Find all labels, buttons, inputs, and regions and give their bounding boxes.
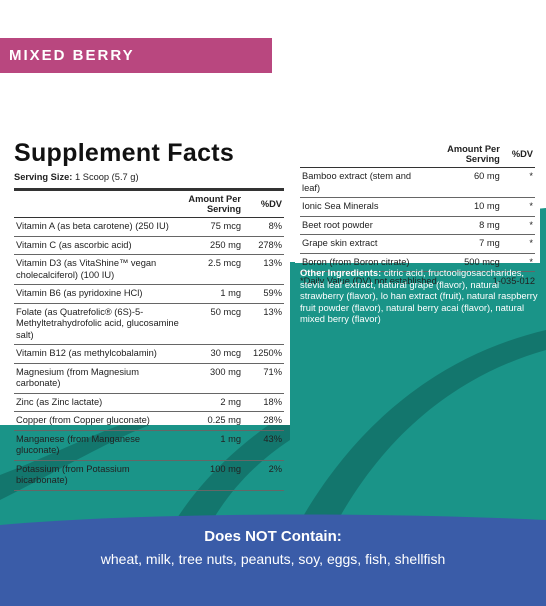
row: Bamboo extract (stem and leaf) 60 mg *: [300, 167, 535, 198]
dv: *: [509, 167, 535, 198]
header: [300, 141, 430, 168]
serving: Serving Size: 1 Scoop (5.7 g): [14, 172, 284, 182]
dv: 1250%: [251, 344, 284, 364]
name: Bamboo extract (stem and leaf): [300, 167, 430, 198]
header: Amount Per Serving: [429, 141, 510, 168]
name: Folate (as Quatrefolic® (6S)-5-Methyltet…: [14, 303, 182, 345]
amount: 2.5 mcg: [181, 254, 252, 285]
row: Zinc (as Zinc lactate) 2 mg 18%: [14, 393, 284, 412]
supplement-facts-2: Amount Per Serving %DV Bamboo extract (st…: [295, 139, 540, 286]
dv: *: [509, 197, 535, 217]
amount: 1 mg: [181, 284, 252, 304]
row: Vitamin C (as ascorbic acid) 250 mg 278%: [14, 236, 284, 255]
name: Vitamin A (as beta carotene) (250 IU): [14, 217, 182, 237]
name: Potassium (from Potassium bicarbonate): [14, 460, 182, 491]
dv: 13%: [251, 303, 284, 345]
row: Manganese (from Manganese gluconate) 1 mg…: [14, 430, 284, 461]
serving-label: Serving Size:: [14, 172, 73, 182]
row: Vitamin B12 (as methylcobalamin) 30 mcg 12…: [14, 344, 284, 364]
amount: 2 mg: [181, 393, 252, 412]
row: Potassium (from Potassium bicarbonate) 10…: [14, 460, 284, 491]
footnote-row: *Daily Value (DV) not established. 1-035-…: [300, 276, 535, 286]
name: Manganese (from Manganese gluconate): [14, 430, 182, 461]
name: Zinc (as Zinc lactate): [14, 393, 182, 412]
row: Vitamin B6 (as pyridoxine HCl) 1 mg 59%: [14, 284, 284, 304]
dv: 2%: [251, 460, 284, 491]
amount: 10 mg: [429, 197, 510, 217]
dv: 71%: [251, 363, 284, 394]
title: Supplement Facts: [14, 139, 235, 167]
name: Grape skin extract: [300, 234, 430, 254]
not-contain-list: wheat, milk, tree nuts, peanuts, soy, eg…: [100, 551, 446, 567]
dv: *: [509, 253, 535, 272]
code: 1-035-012: [492, 276, 535, 286]
amount: 500 mcg: [429, 253, 510, 272]
header: %DV: [509, 141, 535, 168]
amount: 50 mcg: [181, 303, 252, 345]
amount: 30 mcg: [181, 344, 252, 364]
ingredients-text: citric acid, fructooligosaccharides, ste…: [300, 267, 538, 325]
row: Grape skin extract 7 mg *: [300, 234, 535, 254]
amount: 250 mg: [181, 236, 252, 255]
dv: 28%: [251, 411, 284, 431]
dv: 13%: [251, 254, 284, 285]
amount: 1 mg: [181, 430, 252, 461]
teal-field: [0, 208, 546, 606]
row: Ionic Sea Minerals 10 mg *: [300, 197, 535, 217]
name: Boron (from Boron citrate): [300, 253, 430, 272]
name: Vitamin B12 (as methylcobalamin): [14, 344, 182, 364]
supplement-facts: Supplement Facts Serving Size: 1 Scoop (…: [8, 133, 290, 491]
amount: 100 mg: [181, 460, 252, 491]
amount: 7 mg: [429, 234, 510, 254]
dv: 43%: [251, 430, 284, 461]
name: Vitamin C (as ascorbic acid): [14, 236, 182, 255]
facts-table: Amount Per Serving %DV Vitamin A (as beta…: [14, 188, 284, 491]
amount: 60 mg: [429, 167, 510, 198]
footnote: *Daily Value (DV) not established.: [300, 276, 440, 286]
row: Beet root powder 8 mg *: [300, 216, 535, 235]
name: Magnesium (from Magnesium carbonate): [14, 363, 182, 394]
name: Vitamin D3 (as VitaShine™ vegan cholecal…: [14, 254, 182, 285]
name: Copper (from Copper gluconate): [14, 411, 182, 431]
facts-table: Amount Per Serving %DV Bamboo extract (st…: [300, 141, 535, 272]
name: Ionic Sea Minerals: [300, 197, 430, 217]
row: Folate (as Quatrefolic® (6S)-5-Methyltet…: [14, 303, 284, 345]
dv: 18%: [251, 393, 284, 412]
header-row: Amount Per Serving %DV: [14, 188, 284, 218]
not-contain: Does NOT Contain: wheat, milk, tree nuts…: [0, 528, 546, 567]
dv: 8%: [251, 217, 284, 237]
header-row: Amount Per Serving %DV: [300, 141, 535, 168]
amount: 75 mcg: [181, 217, 252, 237]
ingredients: Other Ingredients: citric acid, fructool…: [300, 267, 542, 325]
serving-value: 1 Scoop (5.7 g): [74, 172, 139, 182]
blue-field: [0, 514, 546, 606]
amount: 300 mg: [181, 363, 252, 394]
dv: 278%: [251, 236, 284, 255]
header: %DV: [251, 188, 284, 218]
not-contain-title: Does NOT Contain:: [204, 528, 342, 545]
name: Beet root powder: [300, 216, 430, 235]
ingredients-label: Other Ingredients:: [300, 267, 382, 278]
amount: 0.25 mg: [181, 411, 252, 431]
row: Magnesium (from Magnesium carbonate) 300 …: [14, 363, 284, 394]
dv: 59%: [251, 284, 284, 304]
amount: 8 mg: [429, 216, 510, 235]
row: Boron (from Boron citrate) 500 mcg *: [300, 253, 535, 272]
dv: *: [509, 216, 535, 235]
dv: *: [509, 234, 535, 254]
name: Vitamin B6 (as pyridoxine HCl): [14, 284, 182, 304]
row: Vitamin A (as beta carotene) (250 IU) 75 …: [14, 217, 284, 237]
row: Copper (from Copper gluconate) 0.25 mg 28%: [14, 411, 284, 431]
header: [14, 188, 182, 218]
header: Amount Per Serving: [181, 188, 252, 218]
banner: MIXED BERRY: [0, 38, 272, 73]
row: Vitamin D3 (as VitaShine™ vegan cholecal…: [14, 254, 284, 285]
